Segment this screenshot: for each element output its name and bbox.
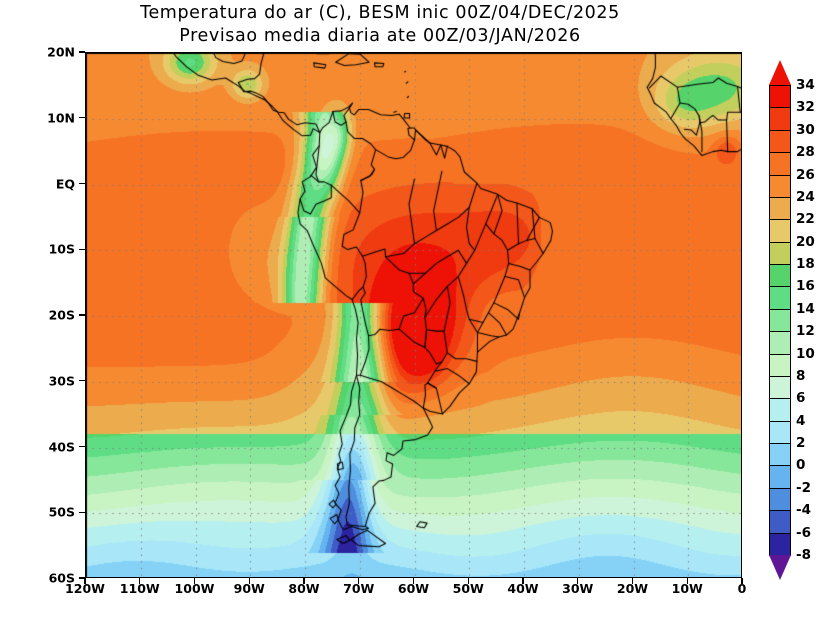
colorbar-tick-label: -2 xyxy=(796,479,811,496)
colorbar-max-arrow xyxy=(768,60,791,85)
colorbar-band xyxy=(769,532,791,557)
colorbar-tick-label: 24 xyxy=(796,188,815,205)
y-axis-tick xyxy=(79,51,85,53)
x-axis-tick xyxy=(686,578,688,584)
colorbar-band xyxy=(769,443,791,467)
colorbar-tick-label: 34 xyxy=(796,77,815,93)
colorbar-band xyxy=(769,241,791,266)
colorbar-min-arrow xyxy=(768,555,791,580)
colorbar-band xyxy=(769,398,791,422)
colorbar-band xyxy=(769,286,791,311)
colorbar-tick-label: 12 xyxy=(796,323,815,340)
colorbar-band xyxy=(769,107,791,132)
x-axis-label: 100W xyxy=(174,581,215,596)
x-axis-tick xyxy=(577,578,579,584)
title-line-1: Temperatura do ar (C), BESM inic 00Z/04/… xyxy=(140,3,620,23)
y-axis-label: 20S xyxy=(48,307,75,323)
colorbar-band xyxy=(769,85,791,109)
x-axis-label: 90W xyxy=(233,581,265,596)
x-axis-label: 80W xyxy=(288,581,320,596)
title-line-2: Previsao media diaria ate 00Z/03/JAN/202… xyxy=(179,26,581,46)
y-axis-label: 10N xyxy=(47,110,75,126)
x-axis-label: 10W xyxy=(671,581,703,596)
chart-title-block: Temperatura do ar (C), BESM inic 00Z/04/… xyxy=(0,2,760,48)
colorbar-band xyxy=(769,331,791,355)
colorbar-band xyxy=(769,465,791,490)
colorbar-band xyxy=(769,219,791,243)
colorbar-band xyxy=(769,308,791,333)
x-axis-label: 50W xyxy=(452,581,484,596)
colorbar-band xyxy=(769,510,791,534)
y-axis-label: 60S xyxy=(48,570,75,586)
y-axis-label: EQ xyxy=(55,176,75,191)
colorbar-tick-label: 2 xyxy=(796,435,806,452)
colorbar-tick-label: 30 xyxy=(796,121,815,138)
colorbar-band xyxy=(769,129,791,154)
colorbar-tick-label: 0 xyxy=(796,457,806,474)
y-axis-tick xyxy=(79,380,85,382)
colorbar-tick-label: 28 xyxy=(796,144,815,161)
y-axis-label: 20N xyxy=(47,44,75,60)
y-axis-tick xyxy=(79,314,85,316)
x-axis-label: 30W xyxy=(562,581,594,596)
y-axis-label: 40S xyxy=(48,439,75,454)
x-axis-tick xyxy=(84,578,86,584)
y-axis-tick xyxy=(79,577,85,579)
x-axis-label: 40W xyxy=(507,581,539,596)
colorbar-band xyxy=(769,152,791,176)
colorbar-tick-label: 14 xyxy=(796,300,815,317)
y-axis-tick xyxy=(79,511,85,513)
colorbar-tick-label: 26 xyxy=(796,166,815,183)
x-axis-tick xyxy=(248,578,250,584)
x-axis-tick xyxy=(412,578,415,584)
colorbar-tick-label: -8 xyxy=(796,547,811,563)
y-axis-label: 30S xyxy=(48,373,75,389)
colorbar-band xyxy=(769,196,791,221)
y-axis-tick xyxy=(79,445,85,448)
colorbar-tick-label: -6 xyxy=(796,524,811,541)
x-axis-label: 20W xyxy=(616,581,649,596)
x-axis-tick xyxy=(741,578,743,584)
colorbar-tick-label: -4 xyxy=(796,502,811,519)
colorbar-tick-label: 4 xyxy=(796,412,806,429)
temperature-colorbar: 34 32 30 28 26 24 22 20 18 16 14 12 10 8 6 4 2 0 -2 -4 -6 -8 xyxy=(768,60,815,580)
x-axis-tick xyxy=(139,578,141,584)
colorbar-tick-label: 10 xyxy=(796,345,815,362)
colorbar-tick-label: 32 xyxy=(796,99,815,116)
x-axis-label: 0 xyxy=(737,581,747,596)
colorbar-tick-label: 20 xyxy=(796,233,815,250)
x-axis-tick xyxy=(631,578,634,584)
colorbar-tick-label: 18 xyxy=(796,256,815,273)
y-axis-label: 10S xyxy=(48,241,75,257)
colorbar-band xyxy=(769,375,791,400)
y-axis-tick xyxy=(79,248,85,250)
colorbar-band xyxy=(769,174,791,199)
colorbar-band xyxy=(769,264,791,288)
x-axis-label: 70W xyxy=(343,581,375,596)
x-axis-label: 110W xyxy=(119,581,160,596)
temperature-field-canvas xyxy=(86,53,741,577)
colorbar-tick-label: 22 xyxy=(796,211,815,228)
colorbar-tick-label: 6 xyxy=(796,390,806,407)
y-axis-label: 50S xyxy=(48,504,75,520)
x-axis-label: 60W xyxy=(397,581,430,596)
colorbar-tick-label: 16 xyxy=(796,278,815,295)
colorbar-band xyxy=(769,487,791,512)
temperature-map-plot[interactable] xyxy=(85,52,742,578)
x-axis-label: 120W xyxy=(65,581,105,596)
y-axis-tick xyxy=(79,117,85,119)
y-axis-tick xyxy=(79,182,85,185)
x-axis-tick xyxy=(467,578,469,584)
x-axis-tick xyxy=(522,578,524,584)
x-axis-tick xyxy=(193,578,196,584)
colorbar-band xyxy=(769,353,791,378)
x-axis-tick xyxy=(303,578,305,584)
colorbar-tick-label: 8 xyxy=(796,367,806,384)
x-axis-tick xyxy=(358,578,360,584)
colorbar-band xyxy=(769,420,791,445)
